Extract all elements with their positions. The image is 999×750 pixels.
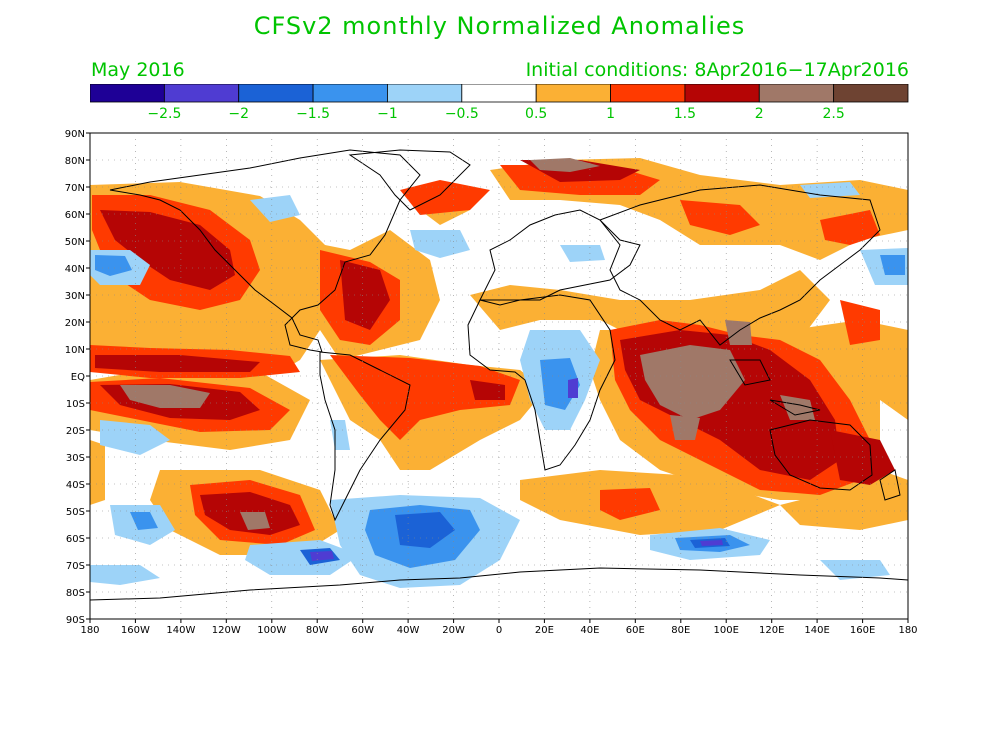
colorbar-tick-label: −2.5: [147, 106, 181, 122]
latitude-label: EQ: [71, 372, 85, 383]
initial-conditions: Initial conditions: 8Apr2016−17Apr2016: [525, 59, 909, 81]
latitude-label: 30N: [65, 291, 85, 302]
latitude-label: 60N: [65, 210, 85, 221]
colorbar-tick-label: 1.5: [674, 106, 696, 122]
longitude-label: 100E: [713, 625, 738, 636]
longitude-label: 80W: [306, 625, 329, 636]
latitude-label: 70S: [66, 561, 85, 572]
longitude-label: 100W: [257, 625, 286, 636]
longitude-label: 140E: [804, 625, 829, 636]
chart-title: CFSv2 monthly Normalized Anomalies: [253, 12, 746, 40]
positive-anomaly-areas-very-strong: [120, 158, 815, 530]
longitude-label: 120E: [759, 625, 784, 636]
color-scale-legend: −2.5 −2 −1.5 −1 −0.5 0.5 1 1.5 2 2.5: [90, 84, 909, 122]
gridlines: [90, 133, 908, 619]
colorbar-tick-label: 0.5: [525, 106, 547, 122]
latitude-label: 60S: [66, 534, 85, 545]
colorbar-tick-label: 2.5: [823, 106, 845, 122]
latitude-label: 10S: [66, 399, 85, 410]
longitude-label: 160E: [850, 625, 875, 636]
latitude-label: 40S: [66, 480, 85, 491]
longitude-label: 180: [80, 625, 99, 636]
longitude-label: 60E: [626, 625, 645, 636]
negative-anomaly-areas-extreme: [310, 378, 723, 561]
latitude-label: 50S: [66, 507, 85, 518]
colorbar-tick-label: −1: [377, 106, 398, 122]
colorbar-tick-label: 1: [606, 106, 615, 122]
coastlines: [90, 149, 908, 601]
latitude-label: 90S: [66, 615, 85, 626]
latitude-label: 10N: [65, 345, 85, 356]
colorbar-tick-label: −1.5: [296, 106, 330, 122]
latitude-label: 90N: [65, 129, 85, 140]
colorbar-swatch: [833, 84, 909, 103]
longitude-label: 40W: [397, 625, 420, 636]
longitude-label: 120W: [212, 625, 241, 636]
latitude-label: 40N: [65, 264, 85, 275]
latitude-label: 20N: [65, 318, 85, 329]
longitude-axis: 180 160W 140W 120W 100W 80W 60W 40W 20W 0 20E 40E 60…: [80, 619, 918, 636]
longitude-label: 80E: [671, 625, 690, 636]
longitude-label: 20E: [535, 625, 554, 636]
longitude-label: 40E: [580, 625, 599, 636]
latitude-label: 80S: [66, 588, 85, 599]
latitude-label: 80N: [65, 156, 85, 167]
latitude-label: 50N: [65, 237, 85, 248]
latitude-label: 30S: [66, 453, 85, 464]
longitude-label: 160W: [121, 625, 150, 636]
latitude-axis: 90N 80N 70N 60N 50N 40N 30N 20N 10N EQ 10S 20S 30S 40…: [65, 129, 90, 626]
longitude-label: 180: [898, 625, 917, 636]
longitude-label: 0: [496, 625, 502, 636]
colorbar-tick-label: −0.5: [445, 106, 479, 122]
longitude-label: 140W: [166, 625, 195, 636]
latitude-label: 70N: [65, 183, 85, 194]
longitude-label: 20W: [442, 625, 465, 636]
forecast-month: May 2016: [91, 59, 185, 81]
colorbar-tick-label: −2: [228, 106, 249, 122]
longitude-label: 60W: [351, 625, 374, 636]
latitude-label: 20S: [66, 426, 85, 437]
colorbar-tick-label: 2: [755, 106, 764, 122]
